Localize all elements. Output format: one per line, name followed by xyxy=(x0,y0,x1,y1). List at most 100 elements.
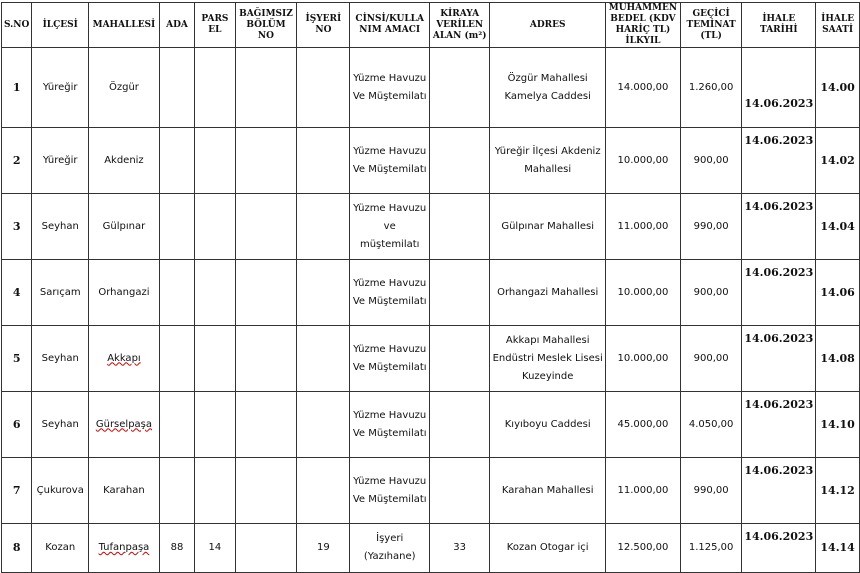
cell-mahalle: Akdeniz xyxy=(88,127,160,194)
cell-alan xyxy=(428,457,491,524)
cell-muhammen-bedel: 10.000,00 xyxy=(605,259,681,326)
header-adres: ADRES xyxy=(489,2,607,48)
cell-sno: 4 xyxy=(0,259,33,326)
header-mahalle: MAHALLESİ xyxy=(88,2,160,48)
cell-ihale-saati: 14.08 xyxy=(815,325,860,392)
cell-cins: Yüzme Havuzu ve müştemilatı xyxy=(349,193,430,260)
cell-alan xyxy=(428,325,491,392)
header-ihale-tarihi: İHALE TARİHİ xyxy=(741,2,817,48)
cell-mahalle: Tufanpaşa xyxy=(88,523,160,573)
cell-gecici-teminat: 1.125,00 xyxy=(679,523,743,573)
cell-cins: Yüzme Havuzu Ve Müştemilatı xyxy=(349,259,430,326)
cell-mahalle: Akkapı xyxy=(88,325,160,392)
cell-ihale-tarihi: 14.06.2023 xyxy=(741,325,817,392)
cell-ilce: Yüreğir xyxy=(31,47,90,128)
header-sno: S.NO xyxy=(0,2,33,48)
cell-sno: 8 xyxy=(0,523,33,573)
cell-ihale-tarihi: 14.06.2023 xyxy=(741,391,817,458)
cell-bagimsiz-bolum xyxy=(234,193,298,260)
cell-adres: Özgür Mahallesi Kamelya Caddesi xyxy=(489,47,607,128)
cell-ihale-saati: 14.00 xyxy=(815,47,860,128)
cell-gecici-teminat: 900,00 xyxy=(679,259,743,326)
cell-alan xyxy=(428,193,491,260)
cell-bagimsiz-bolum xyxy=(234,127,298,194)
cell-sno: 1 xyxy=(0,47,33,128)
cell-muhammen-bedel: 12.500,00 xyxy=(605,523,681,573)
cell-sno: 7 xyxy=(0,457,33,524)
table-row: 4 Sarıçam Orhangazi Yüzme Havuzu Ve Müştemi… xyxy=(0,259,860,326)
cell-alan xyxy=(428,259,491,326)
cell-cins: Yüzme Havuzu Ve Müştemilatı xyxy=(349,391,430,458)
cell-cins: Yüzme Havuzu Ve Müştemilatı xyxy=(349,325,430,392)
table-row: 8 Kozan Tufanpaşa 88 14 19 İşyeri (Yazıhane) 33… xyxy=(0,523,860,573)
cell-adres: Gülpınar Mahallesi xyxy=(489,193,607,260)
cell-ada xyxy=(158,259,196,326)
cell-parsel xyxy=(194,127,236,194)
cell-adres: Akkapı Mahallesi Endüstri Meslek Lisesi … xyxy=(489,325,607,392)
cell-ilce: Kozan xyxy=(31,523,90,573)
cell-muhammen-bedel: 14.000,00 xyxy=(605,47,681,128)
cell-ihale-saati: 14.12 xyxy=(815,457,860,524)
cell-gecici-teminat: 900,00 xyxy=(679,325,743,392)
cell-muhammen-bedel: 10.000,00 xyxy=(605,325,681,392)
cell-ilce: Seyhan xyxy=(31,391,90,458)
cell-mahalle: Karahan xyxy=(88,457,160,524)
cell-ihale-tarihi: 14.06.2023 xyxy=(741,47,817,128)
cell-ihale-tarihi: 14.06.2023 xyxy=(741,457,817,524)
cell-mahalle: Gülpınar xyxy=(88,193,160,260)
cell-ilce: Seyhan xyxy=(31,325,90,392)
cell-ihale-tarihi: 14.06.2023 xyxy=(741,523,817,573)
cell-muhammen-bedel: 11.000,00 xyxy=(605,193,681,260)
cell-gecici-teminat: 990,00 xyxy=(679,457,743,524)
cell-sno: 6 xyxy=(0,391,33,458)
cell-cins: İşyeri (Yazıhane) xyxy=(349,523,430,573)
cell-isyeri-no: 19 xyxy=(296,523,351,573)
cell-adres: Kıyıboyu Caddesi xyxy=(489,391,607,458)
header-row: S.NO İLÇESİ MAHALLESİ ADA PARS EL BAĞIMSIZ BÖ… xyxy=(0,2,860,48)
cell-alan: 33 xyxy=(428,523,491,573)
cell-parsel xyxy=(194,391,236,458)
cell-adres: Karahan Mahallesi xyxy=(489,457,607,524)
cell-ihale-saati: 14.02 xyxy=(815,127,860,194)
cell-isyeri-no xyxy=(296,127,351,194)
table-row: 6 Seyhan Gürselpaşa Yüzme Havuzu Ve Müştemi… xyxy=(0,391,860,458)
cell-sno: 2 xyxy=(0,127,33,194)
cell-ihale-tarihi: 14.06.2023 xyxy=(741,259,817,326)
table-row: 5 Seyhan Akkapı Yüzme Havuzu Ve Müştemilatı… xyxy=(0,325,860,392)
table-row: 7 Çukurova Karahan Yüzme Havuzu Ve Müştemil… xyxy=(0,457,860,524)
cell-isyeri-no xyxy=(296,325,351,392)
cell-alan xyxy=(428,127,491,194)
header-ihale-saati: İHALE SAATİ xyxy=(815,2,860,48)
cell-adres: Orhangazi Mahallesi xyxy=(489,259,607,326)
cell-bagimsiz-bolum xyxy=(234,325,298,392)
cell-ilce: Seyhan xyxy=(31,193,90,260)
cell-ada xyxy=(158,457,196,524)
cell-ihale-saati: 14.06 xyxy=(815,259,860,326)
cell-bagimsiz-bolum xyxy=(234,391,298,458)
header-parsel: PARS EL xyxy=(194,2,236,48)
cell-bagimsiz-bolum xyxy=(234,47,298,128)
cell-muhammen-bedel: 11.000,00 xyxy=(605,457,681,524)
cell-ihale-saati: 14.04 xyxy=(815,193,860,260)
cell-ada xyxy=(158,193,196,260)
cell-gecici-teminat: 4.050,00 xyxy=(679,391,743,458)
header-alan: KİRAYA VERİLEN ALAN (m²) xyxy=(428,2,491,48)
cell-parsel xyxy=(194,193,236,260)
cell-bagimsiz-bolum xyxy=(234,457,298,524)
cell-ihale-saati: 14.14 xyxy=(815,523,860,573)
cell-isyeri-no xyxy=(296,259,351,326)
cell-cins: Yüzme Havuzu Ve Müştemilatı xyxy=(349,457,430,524)
table-row: 3 Seyhan Gülpınar Yüzme Havuzu ve müştemila… xyxy=(0,193,860,260)
table-row: 2 Yüreğir Akdeniz Yüzme Havuzu Ve Müştemila… xyxy=(0,127,860,194)
header-muhammen-bedel: MUHAMMEN BEDEL (KDV HARİÇ TL) İLKYIL xyxy=(605,2,681,48)
cell-parsel xyxy=(194,259,236,326)
cell-mahalle: Gürselpaşa xyxy=(88,391,160,458)
cell-ada xyxy=(158,325,196,392)
cell-alan xyxy=(428,47,491,128)
cell-gecici-teminat: 1.260,00 xyxy=(679,47,743,128)
cell-ada: 88 xyxy=(158,523,196,573)
cell-ilce: Sarıçam xyxy=(31,259,90,326)
cell-isyeri-no xyxy=(296,457,351,524)
header-gecici-teminat: GEÇİCİ TEMİNAT (TL) xyxy=(679,2,743,48)
